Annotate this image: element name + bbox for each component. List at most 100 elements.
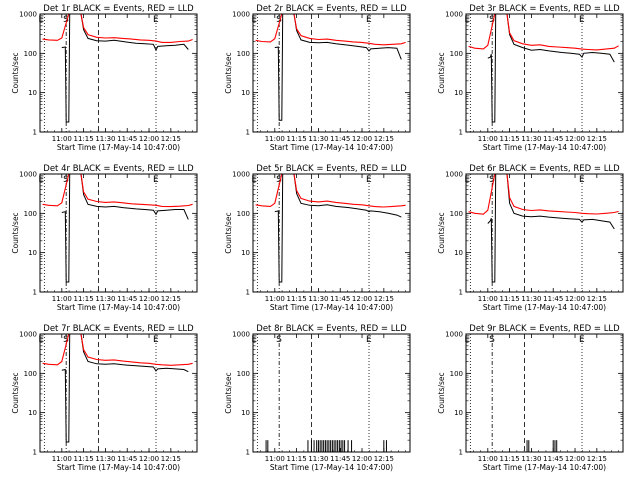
y-tick-label: 10: [241, 89, 250, 97]
x-tick-label: 11:45: [117, 455, 137, 463]
events-series-line: [61, 174, 189, 283]
y-tick-label: 1: [459, 129, 463, 137]
marker-e1: E: [251, 335, 257, 345]
panel-2: Det 2r BLACK = Events, RED = LLD 1 10 100 10…: [224, 4, 411, 152]
y-tick-label: 1: [246, 449, 250, 457]
x-axis-label: Start Time (17-May-14 10:47:00): [483, 143, 606, 152]
x-tick-label: 11:45: [330, 295, 350, 303]
marker-s: S: [276, 15, 282, 25]
x-tick-label: 11:45: [543, 455, 563, 463]
events-series-line: [487, 174, 615, 283]
x-axis-label: Start Time (17-May-14 10:47:00): [57, 463, 180, 472]
marker-e2: E: [153, 175, 159, 185]
x-tick-label: 12:00: [139, 295, 159, 303]
x-tick-label: 12:00: [565, 295, 585, 303]
marker-e2: E: [366, 175, 372, 185]
x-tick-label: 12:15: [587, 295, 607, 303]
series-group: [42, 14, 193, 123]
x-tick-label: 11:15: [500, 295, 520, 303]
panel-title: Det 3r BLACK = Events, RED = LLD: [469, 4, 620, 14]
marker-s: S: [276, 175, 282, 185]
panel-7: Det 7r BLACK = Events, RED = LLD 1 10 100 10…: [11, 324, 198, 472]
panel-title: Det 9r BLACK = Events, RED = LLD: [469, 324, 620, 334]
x-axis-label: Start Time (17-May-14 10:47:00): [57, 303, 180, 312]
y-tick-label: 100: [24, 370, 37, 378]
x-tick-label: 12:15: [374, 135, 394, 143]
x-tick-label: 11:30: [95, 455, 115, 463]
x-tick-label: 11:15: [74, 135, 94, 143]
x-tick-label: 11:30: [308, 135, 328, 143]
marker-e2: E: [366, 335, 372, 345]
y-tick-label: 1: [246, 129, 250, 137]
y-tick-label: 100: [450, 370, 463, 378]
marker-e2: E: [366, 15, 372, 25]
x-tick-label: 12:15: [161, 455, 181, 463]
x-axis-label: Start Time (17-May-14 10:47:00): [270, 143, 393, 152]
y-axis-label: Counts/sec: [437, 212, 446, 253]
y-tick-label: 1: [459, 449, 463, 457]
x-tick-label: 12:00: [565, 135, 585, 143]
panel-5: Det 5r BLACK = Events, RED = LLD 1 10 100 10…: [224, 164, 411, 312]
marker-s: S: [489, 175, 495, 185]
events-series-line: [61, 334, 189, 443]
x-tick-label: 11:00: [478, 455, 498, 463]
x-tick-label: 11:00: [478, 135, 498, 143]
x-tick-label: 11:00: [52, 455, 72, 463]
panel-frame: [252, 173, 411, 293]
marker-s: S: [63, 175, 69, 185]
panel-title: Det 4r BLACK = Events, RED = LLD: [43, 164, 194, 174]
lld-series-line: [255, 174, 406, 208]
y-axis-label: Counts/sec: [437, 52, 446, 93]
panel-frame: [465, 333, 624, 453]
series-group: [255, 174, 406, 283]
y-tick-label: 10: [28, 249, 37, 257]
panel-title: Det 2r BLACK = Events, RED = LLD: [256, 4, 407, 14]
marker-s: S: [63, 335, 69, 345]
x-tick-label: 11:00: [265, 135, 285, 143]
y-tick-label: 10: [454, 249, 463, 257]
x-tick-label: 11:45: [543, 135, 563, 143]
y-axis-label: Counts/sec: [11, 212, 20, 253]
x-tick-label: 12:00: [352, 455, 372, 463]
y-axis-label: Counts/sec: [224, 52, 233, 93]
x-tick-label: 11:45: [117, 135, 137, 143]
marker-e2: E: [153, 15, 159, 25]
series-group: [42, 334, 193, 443]
events-series-line: [61, 14, 189, 123]
y-tick-label: 1000: [19, 331, 37, 339]
x-tick-label: 12:00: [139, 135, 159, 143]
x-tick-label: 12:15: [587, 135, 607, 143]
x-axis-label: Start Time (17-May-14 10:47:00): [483, 303, 606, 312]
marker-s: S: [63, 15, 69, 25]
y-tick-label: 10: [28, 409, 37, 417]
x-tick-label: 11:30: [95, 135, 115, 143]
panel-title: Det 7r BLACK = Events, RED = LLD: [43, 324, 194, 334]
y-tick-label: 100: [237, 50, 250, 58]
x-tick-label: 12:00: [139, 455, 159, 463]
x-tick-label: 12:15: [161, 295, 181, 303]
panel-6: Det 6r BLACK = Events, RED = LLD 1 10 100 10…: [437, 164, 624, 312]
x-tick-label: 12:00: [352, 135, 372, 143]
y-tick-label: 100: [237, 370, 250, 378]
y-tick-label: 1: [459, 289, 463, 297]
x-tick-label: 11:00: [478, 295, 498, 303]
x-tick-label: 12:15: [587, 455, 607, 463]
marker-e1: E: [251, 175, 257, 185]
y-tick-label: 1000: [232, 11, 250, 19]
series-group: [265, 440, 387, 452]
marker-e1: E: [464, 335, 470, 345]
marker-s: S: [276, 335, 282, 345]
panel-title: Det 5r BLACK = Events, RED = LLD: [256, 164, 407, 174]
y-tick-label: 1000: [19, 171, 37, 179]
x-tick-label: 11:00: [265, 455, 285, 463]
marker-e1: E: [38, 175, 44, 185]
y-tick-label: 100: [237, 210, 250, 218]
lld-series-line: [42, 174, 193, 208]
x-tick-label: 11:45: [117, 295, 137, 303]
marker-s: S: [489, 15, 495, 25]
y-tick-label: 100: [450, 50, 463, 58]
y-tick-label: 1: [33, 449, 37, 457]
x-axis-label: Start Time (17-May-14 10:47:00): [270, 463, 393, 472]
panel-title: Det 6r BLACK = Events, RED = LLD: [469, 164, 620, 174]
